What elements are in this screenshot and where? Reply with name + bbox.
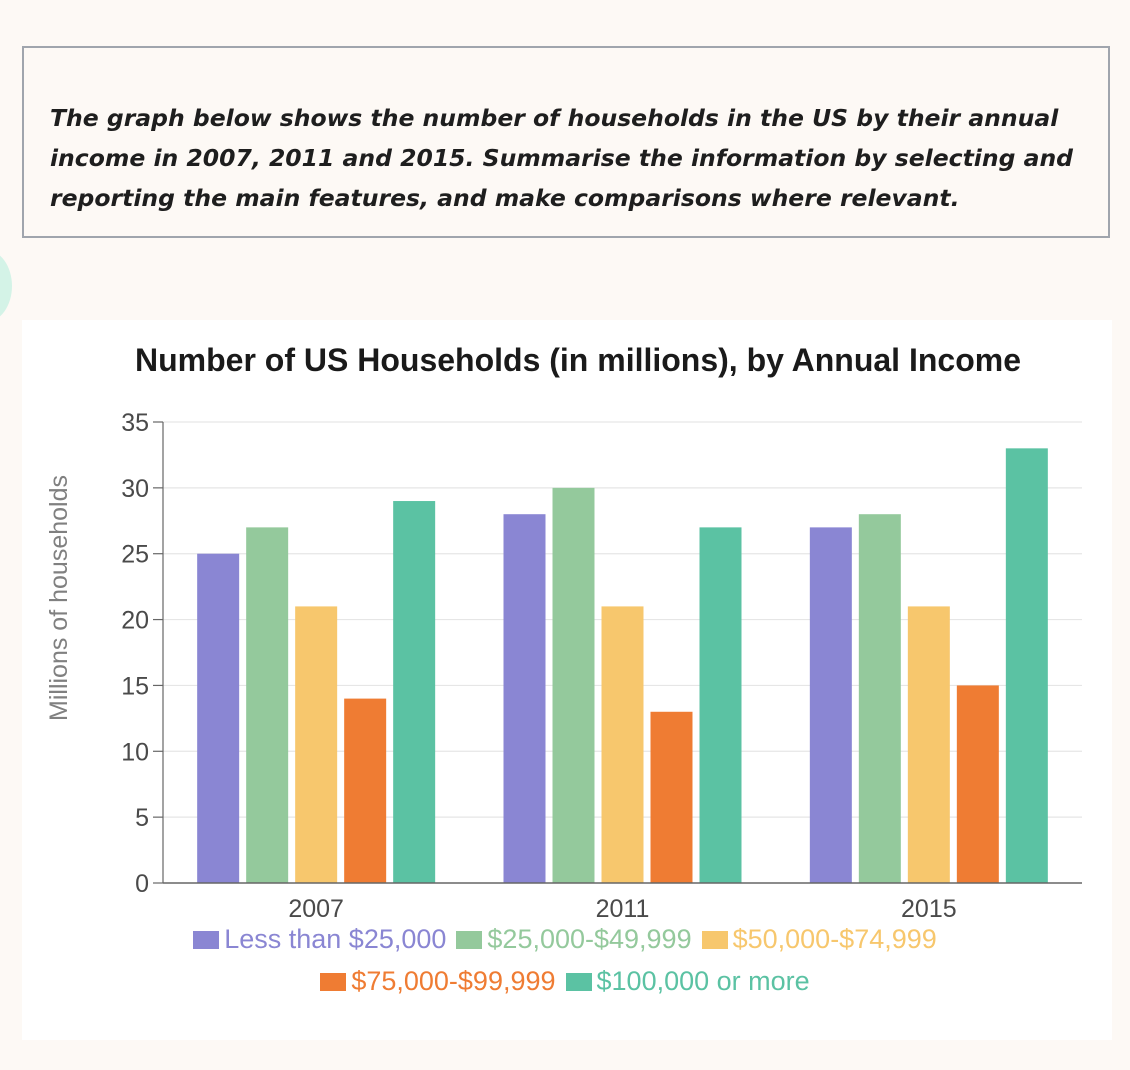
y-tick-label: 15 [121,672,149,700]
legend-swatch [701,931,728,949]
task-prompt-box: The graph below shows the number of hous… [22,46,1110,238]
x-tick-label: 2011 [596,895,650,923]
bar-2011-series-2 [552,487,595,883]
legend-label: $50,000-$74,999 [732,924,937,954]
y-tick-label: 30 [121,475,149,503]
legend-row: Less than $25,000 $25,000-$49,999 $50,000-… [0,918,1130,960]
y-tick-label: 10 [121,738,149,766]
legend-item: $25,000-$49,999 [456,918,692,960]
legend-swatch [456,931,483,949]
bar-2007-series-3 [295,606,338,883]
legend-swatch [193,931,220,949]
bar-2007-series-1 [197,553,240,883]
y-axis-label: Millions of households [45,475,73,721]
legend-label: $25,000-$49,999 [487,924,692,954]
bar-2015-series-2 [858,514,901,883]
legend-item: $75,000-$99,999 [320,960,556,1002]
y-tick-label: 20 [121,607,149,635]
bar-2015-series-4 [956,685,999,883]
x-tick-label: 2015 [901,895,957,923]
legend-label: Less than $25,000 [224,924,447,954]
task-prompt-text: The graph below shows the number of hous… [50,104,1073,212]
chart-title: Number of US Households (in millions), b… [135,342,1021,378]
y-tick-label: 0 [135,870,149,898]
bar-2007-series-5 [393,501,436,883]
bar-2011-series-3 [601,606,644,883]
legend-label: $100,000 or more [596,966,810,996]
bar-2007-series-2 [246,527,289,883]
bar-2007-series-4 [344,698,387,883]
x-tick-label: 2007 [288,895,344,923]
y-tick-label: 5 [135,804,149,832]
bar-2011-series-5 [699,527,742,883]
bar-2011-series-1 [503,514,546,883]
bar-2011-series-4 [650,711,693,883]
bar-2015-series-3 [907,606,950,883]
bar-2015-series-5 [1005,448,1048,883]
legend-swatch [320,973,347,991]
legend-item: $100,000 or more [565,960,810,1002]
bar-2015-series-1 [809,527,852,883]
chart-legend: Less than $25,000 $25,000-$49,999 $50,000-… [0,918,1130,1002]
legend-item: Less than $25,000 [193,918,446,960]
legend-label: $75,000-$99,999 [351,966,556,996]
legend-row: $75,000-$99,999 $100,000 or more [0,960,1130,1002]
y-tick-label: 35 [121,409,149,437]
y-tick-label: 25 [121,541,149,569]
legend-item: $50,000-$74,999 [701,918,937,960]
legend-swatch [565,973,592,991]
